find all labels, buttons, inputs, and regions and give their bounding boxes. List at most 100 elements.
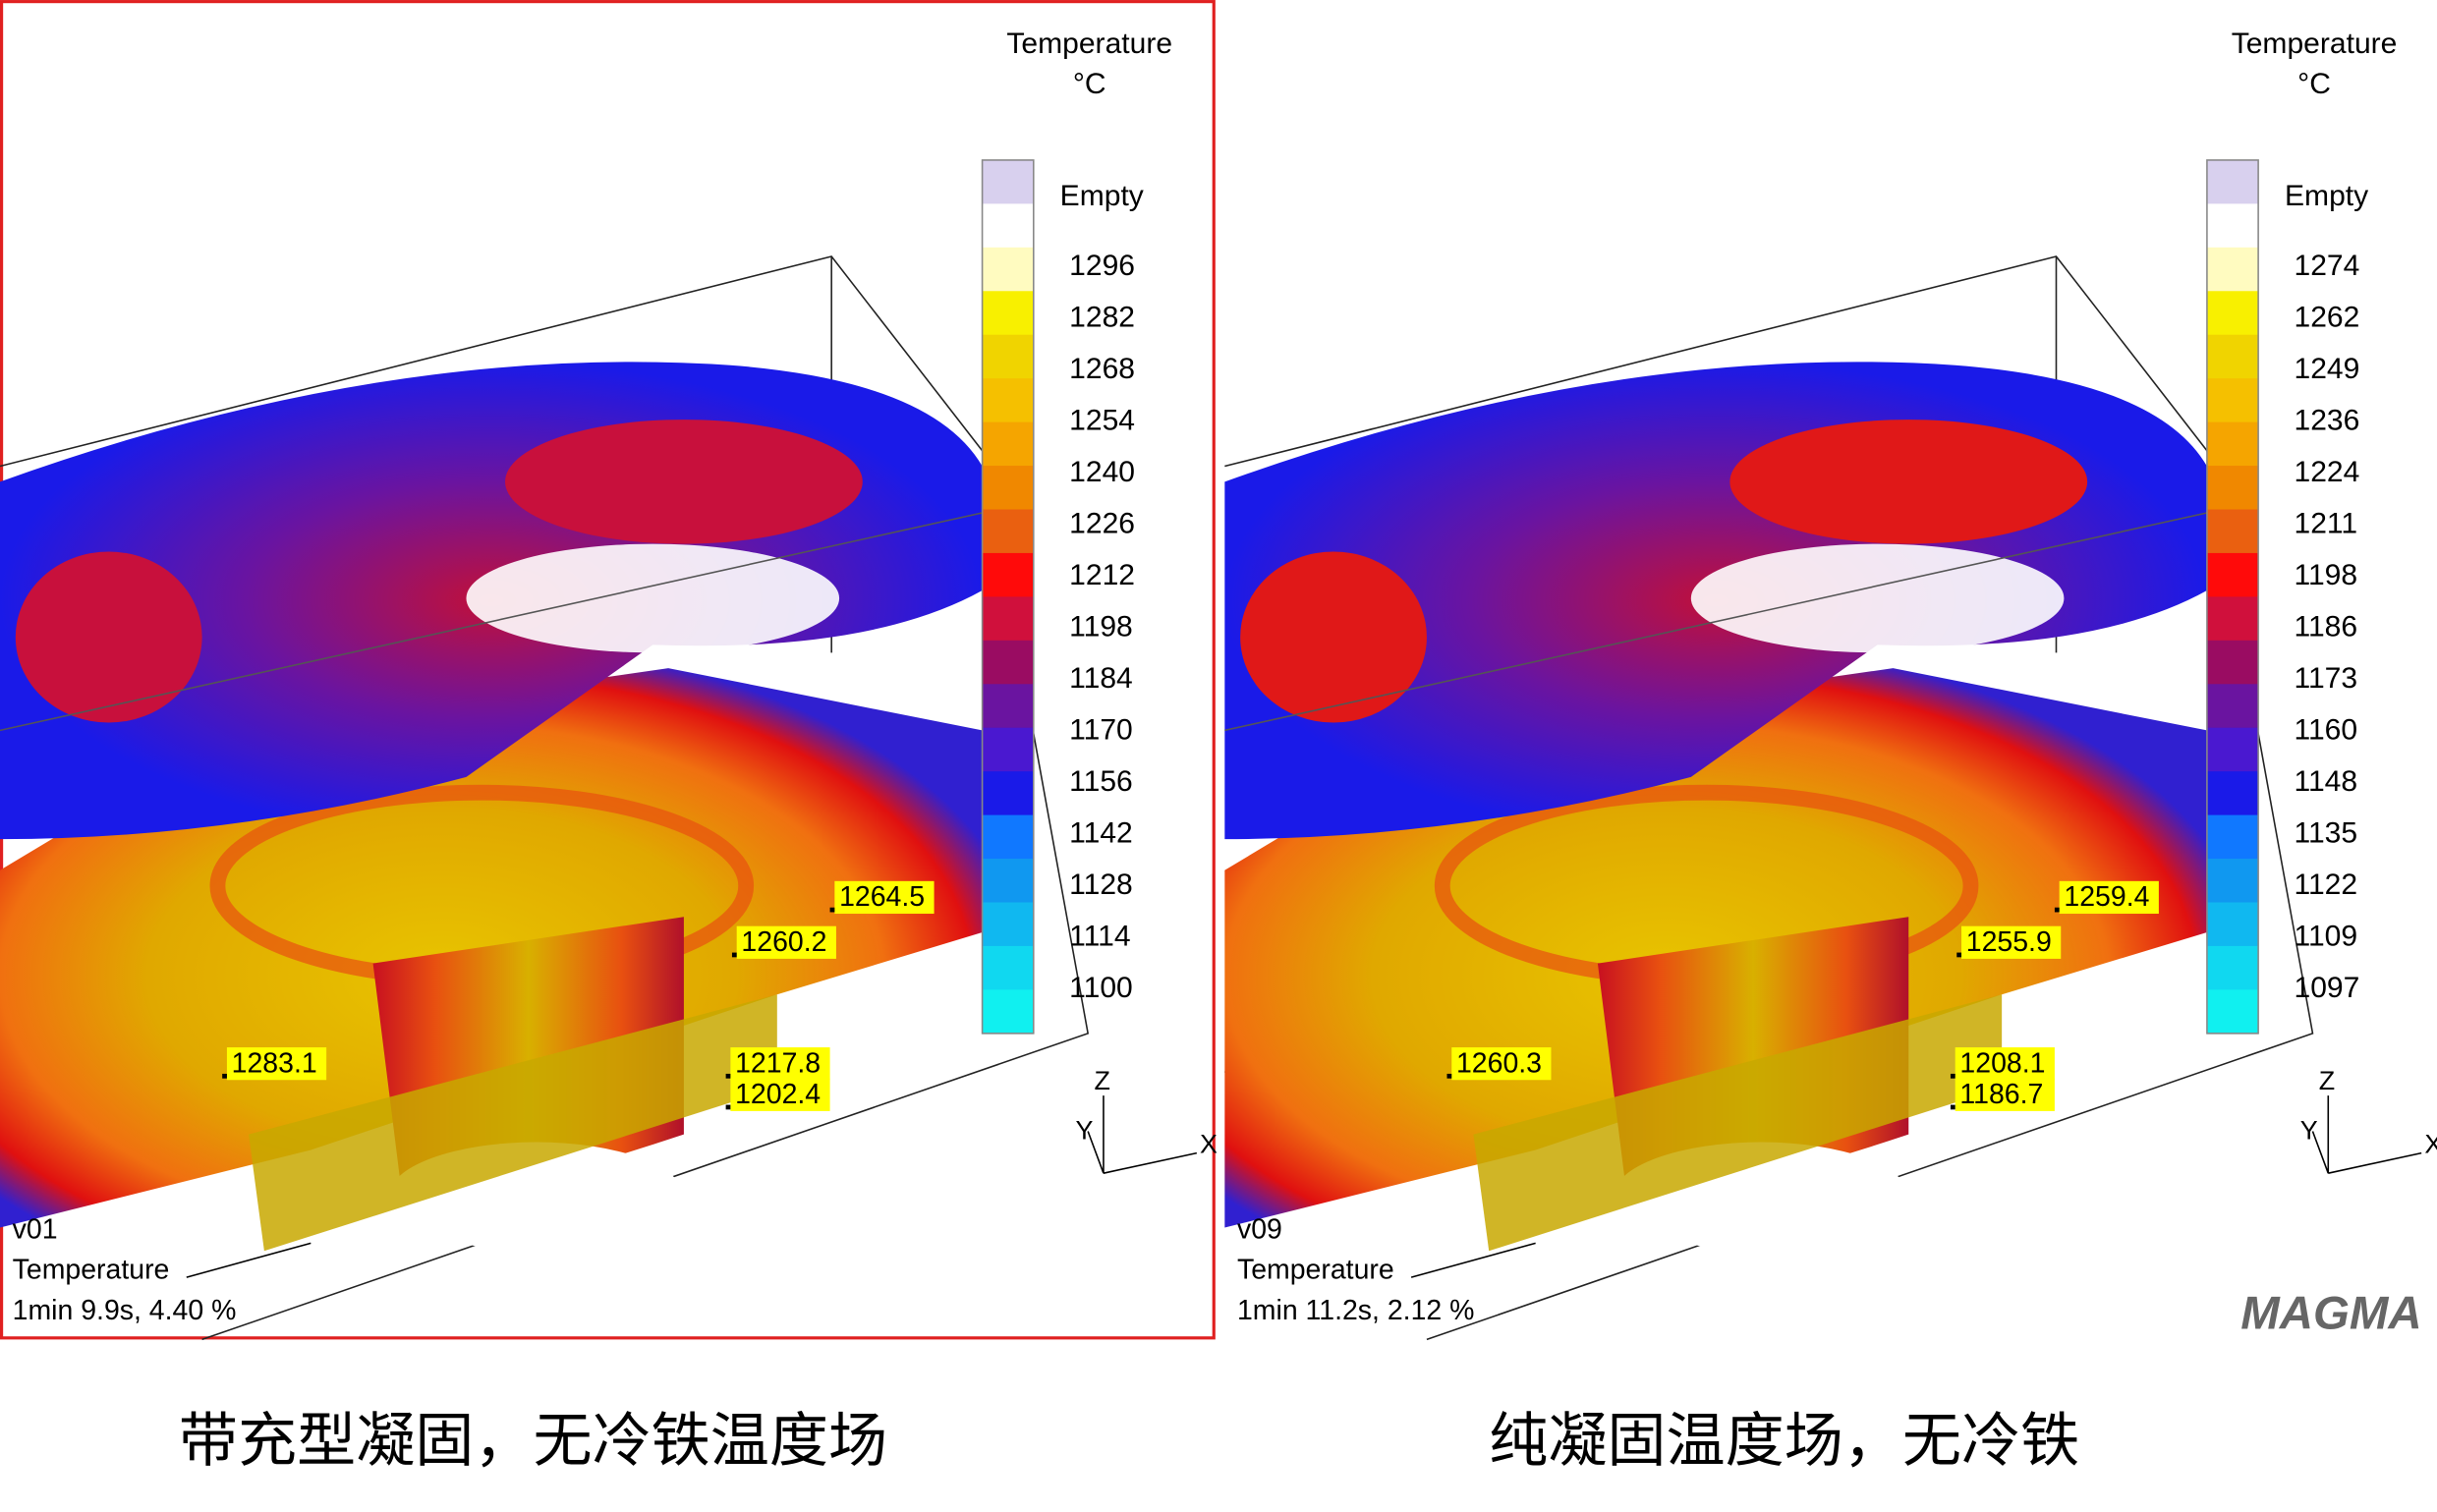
legend-label: 1198 xyxy=(1069,611,1133,644)
colorbar-segment xyxy=(982,814,1034,860)
colorbar-segment xyxy=(2206,771,2259,816)
colorbar-segment xyxy=(982,771,1034,816)
legend-label: 1135 xyxy=(2294,817,2357,850)
info-text: 1min 11.2s, 2.12 % xyxy=(1237,1295,1474,1326)
legend-label: 1262 xyxy=(2294,301,2359,333)
colorbar-segment xyxy=(982,596,1034,642)
axis-label: Y xyxy=(2300,1115,2318,1145)
colorbar-segment xyxy=(982,203,1034,249)
legend-unit: °C xyxy=(2297,68,2331,100)
legend-label: Empty xyxy=(2285,180,2368,212)
probe-label-bg xyxy=(834,880,935,915)
info-text: Temperature xyxy=(1237,1255,1394,1286)
colorbar-segment xyxy=(982,378,1034,423)
legend-label: 1100 xyxy=(1069,972,1133,1004)
legend-label: 1236 xyxy=(2294,405,2359,437)
legend-label: 1254 xyxy=(1069,405,1135,437)
flange xyxy=(249,994,777,1252)
probe-label: 1260.3 xyxy=(1456,1047,1542,1079)
probe-label-bg xyxy=(1451,1047,1552,1081)
legend-label: 1296 xyxy=(1069,250,1135,282)
colorbar-segment xyxy=(2206,421,2259,467)
legend-label: 1114 xyxy=(1069,921,1130,953)
colorbar-segment xyxy=(2206,989,2259,1035)
legend-label: 1212 xyxy=(1069,559,1135,591)
probe-label-bg xyxy=(1961,925,2062,959)
colorbar-frame xyxy=(981,159,1035,1035)
colorbar-segment xyxy=(982,640,1034,686)
probe-label-bg xyxy=(1955,1078,2055,1111)
legend-label: 1148 xyxy=(2294,765,2357,798)
ring-hole xyxy=(466,543,840,653)
probe-label-bg xyxy=(2059,880,2159,915)
colorbar-segment xyxy=(982,247,1034,293)
colorbar-segment xyxy=(2206,466,2259,511)
axis-triad xyxy=(2311,1095,2422,1174)
legend-label: 1282 xyxy=(1069,301,1135,333)
info-leader xyxy=(186,1242,312,1278)
colorbar-segment xyxy=(982,334,1034,379)
probe-point xyxy=(829,907,835,913)
legend-label: 1122 xyxy=(2294,868,2357,901)
colorbar-segment xyxy=(2206,902,2259,947)
panel: Temperature °C Empty 1274 1262 1249 1236 1224 12… xyxy=(1224,28,2437,1341)
panel: Temperature °C Empty 1296 1282 1268 1254 1240 12… xyxy=(0,28,1218,1341)
legend-label: 1240 xyxy=(1069,456,1135,488)
info-leader xyxy=(1410,1242,1536,1278)
caption: 带充型凝固，无冷铁温度场 xyxy=(179,1407,887,1476)
legend-label: 1184 xyxy=(1069,662,1133,695)
colorbar-segment xyxy=(982,684,1034,729)
probe-label: 1255.9 xyxy=(1966,926,2052,958)
axis-label: X xyxy=(2424,1130,2437,1159)
legend-label: 1170 xyxy=(1069,714,1133,747)
colorbar-segment xyxy=(2206,640,2259,686)
colorbar-segment xyxy=(982,466,1034,511)
colorbar-segment xyxy=(2206,552,2259,598)
flange xyxy=(1473,994,2003,1252)
probe-label-bg xyxy=(730,1078,830,1111)
info-text: v01 xyxy=(13,1214,58,1246)
colorbar-segment xyxy=(2206,859,2259,904)
legend-label: 1186 xyxy=(2294,611,2357,644)
colorbar-segment xyxy=(2206,727,2259,772)
colorbar-segment xyxy=(982,159,1034,205)
probe-label: 1260.2 xyxy=(741,926,826,958)
probe-point xyxy=(222,1073,227,1079)
legend-title: Temperature xyxy=(1006,28,1172,60)
probe-label: 1217.8 xyxy=(735,1047,821,1079)
colorbar-segment xyxy=(982,291,1034,336)
legend-label: 1226 xyxy=(1069,508,1135,540)
colorbar-segment xyxy=(2206,596,2259,642)
probe-point xyxy=(725,1073,731,1079)
colorbar-segment xyxy=(2206,378,2259,423)
ring-hotspot xyxy=(1240,551,1427,723)
legend-label: 1097 xyxy=(2294,972,2359,1004)
colorbar-segment xyxy=(2206,159,2259,205)
colorbar-segment xyxy=(2206,814,2259,860)
probe-label: 1202.4 xyxy=(735,1079,821,1110)
legend-label: 1224 xyxy=(2294,456,2359,488)
colorbar-segment xyxy=(982,552,1034,598)
colorbar-segment xyxy=(982,989,1034,1035)
probe-point xyxy=(1956,952,1962,958)
probe-point xyxy=(2054,907,2060,913)
probe-label-bg xyxy=(226,1047,327,1081)
legend-title: Temperature xyxy=(2232,28,2398,60)
axis-label: Z xyxy=(2319,1066,2335,1095)
probe-label: 1283.1 xyxy=(232,1047,317,1079)
axis-label: Z xyxy=(1094,1066,1109,1095)
ring-hotspot xyxy=(15,551,202,723)
colorbar-segment xyxy=(2206,247,2259,293)
colorbar-segment xyxy=(982,727,1034,772)
ring-hotspot xyxy=(1729,420,2088,544)
probe-label-bg xyxy=(730,1047,830,1081)
colorbar-segment xyxy=(2206,945,2259,991)
legend-label: Empty xyxy=(1060,180,1144,212)
colorbar-segment xyxy=(2206,203,2259,249)
legend-label: 1142 xyxy=(1069,817,1133,850)
probe-point xyxy=(731,952,737,958)
axis-label: Y xyxy=(1075,1115,1093,1145)
colorbar-segment xyxy=(982,902,1034,947)
